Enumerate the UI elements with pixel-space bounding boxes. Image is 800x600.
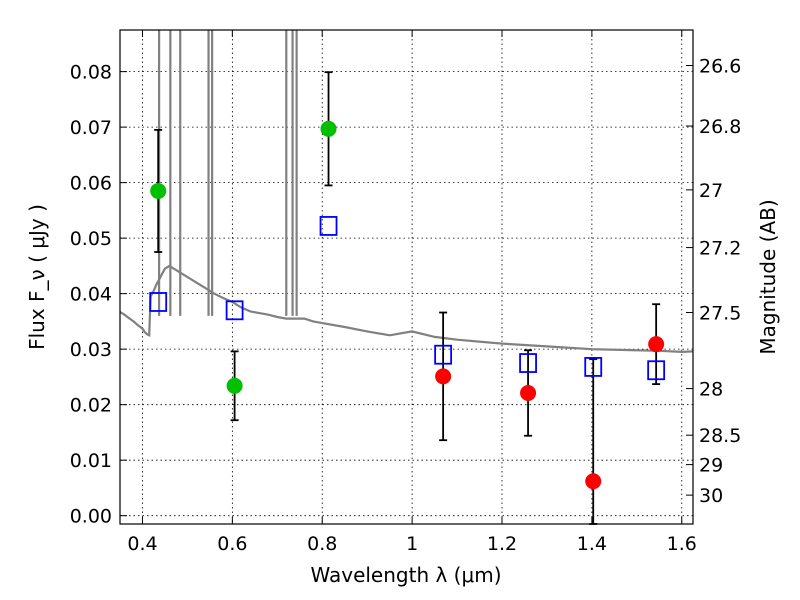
data-point-square	[319, 216, 338, 236]
y-right-tick-label: 29	[699, 455, 723, 477]
data-point-square	[434, 344, 453, 365]
data-point-square	[225, 300, 244, 321]
axis-ticks: 0.4 0.6 0.8 1 1.2 1.4 1.6 0.00 0.01 0.02 0.03 0.04 0…	[70, 30, 741, 555]
y-right-tick-label: 27.5	[699, 303, 741, 325]
data-point	[648, 336, 665, 353]
x-axis-label: Wavelength λ (μm)	[310, 563, 501, 587]
data-point-square	[647, 360, 666, 381]
x-tick-label: 0.4	[127, 533, 157, 555]
y-tick-label: 0.05	[70, 228, 112, 250]
data-point	[226, 377, 243, 394]
y-tick-label: 0.07	[70, 117, 112, 139]
x-tick-label: 1.6	[667, 533, 697, 555]
plot-frame	[119, 29, 694, 525]
y-right-axis-label: Magnitude (AB)	[756, 199, 780, 354]
y-right-tick-label: 27	[699, 180, 723, 202]
model-spectrum	[119, 30, 694, 354]
x-tick-label: 1.2	[487, 533, 517, 555]
x-tick-label: 0.8	[307, 533, 337, 555]
data-points	[149, 71, 666, 525]
y-right-tick-label: 26.8	[699, 116, 741, 138]
y-right-tick-label: 28	[699, 379, 723, 401]
y-right-tick-label: 30	[699, 485, 723, 507]
x-tick-label: 0.6	[217, 533, 247, 555]
y-tick-label: 0.06	[70, 173, 112, 195]
data-point	[585, 473, 602, 490]
y-tick-label: 0.02	[70, 395, 112, 417]
y-tick-label: 0.08	[70, 62, 112, 84]
y-right-tick-label: 26.6	[699, 56, 741, 78]
y-right-tick-label: 27.2	[699, 238, 741, 260]
data-point-square	[584, 357, 603, 377]
data-point	[150, 182, 167, 199]
y-tick-label: 0.00	[70, 506, 112, 528]
y-tick-label: 0.03	[70, 339, 112, 361]
x-tick-label: 1.4	[577, 533, 607, 555]
spectrum-line	[119, 264, 694, 354]
y-tick-label: 0.04	[70, 284, 112, 306]
y-right-tick-label: 28.5	[699, 425, 741, 447]
data-point-square	[519, 353, 537, 373]
grid	[120, 30, 693, 524]
data-point	[435, 368, 452, 385]
data-point	[320, 120, 337, 137]
data-point-square	[149, 292, 168, 312]
y-tick-label: 0.01	[70, 450, 112, 472]
y-axis-label: Flux F_ν ( μJy )	[25, 204, 49, 350]
data-point	[520, 385, 537, 402]
x-tick-label: 1	[406, 533, 418, 555]
